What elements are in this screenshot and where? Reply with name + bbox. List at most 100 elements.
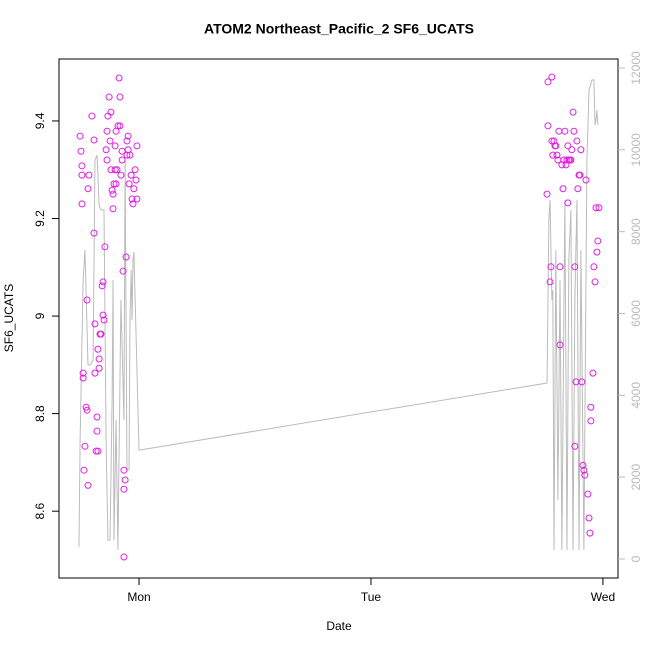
data-point [103,156,111,164]
chart-title: ATOM2 Northeast_Pacific_2 SF6_UCATS [204,21,474,37]
data-point [571,263,579,271]
data-point [573,137,581,145]
data-point [585,514,593,522]
data-point [564,142,572,150]
data-point [82,403,90,411]
y2-tick-label: 2000 [629,463,643,490]
data-point [108,186,116,194]
data-point [547,263,555,271]
x-axis-label: Date [326,619,352,633]
data-point [93,427,101,435]
y-tick-label: 9.4 [33,112,47,129]
data-point [590,263,598,271]
y2-tick-label: 8000 [629,218,643,245]
data-point [548,137,556,145]
data-point [580,466,588,474]
data-point [121,476,129,484]
data-point [80,466,88,474]
data-point [543,190,551,198]
y2-tick-label: 6000 [629,300,643,327]
data-point [548,73,556,81]
data-point [586,529,594,537]
data-point [577,146,585,154]
y2-tick-label: 0 [629,555,643,562]
data-point [120,466,128,474]
data-point [109,190,117,198]
data-point [120,553,128,561]
data-point [83,406,91,414]
data-point [592,204,600,212]
data-point [559,185,567,193]
data-point [78,200,86,208]
data-point [544,78,552,86]
data-point [546,278,554,286]
data-point [102,146,110,154]
data-point [582,176,590,184]
data-point [122,253,130,261]
y2-tick-label: 12000 [629,51,643,85]
data-point [584,490,592,498]
data-point [97,330,105,338]
data-point [79,374,87,382]
data-point [132,176,140,184]
data-point [84,481,92,489]
data-point [578,378,586,386]
data-point [118,156,126,164]
data-point [105,93,113,101]
data-point [85,171,93,179]
data-point [106,137,114,145]
data-point [95,355,103,363]
data-point [574,185,582,193]
data-point [130,185,138,193]
plot-frame [58,58,619,579]
data-point [95,364,103,372]
data-point [83,296,91,304]
data-point [117,171,125,179]
data-point [92,447,100,455]
y-tick-label: 9 [33,312,47,319]
y-tick-label: 8.6 [33,503,47,520]
x-tick-label: Wed [591,590,615,604]
data-point [119,267,127,275]
data-point [544,122,552,130]
data-point [114,122,122,130]
data-point [133,142,141,150]
data-point [94,345,102,353]
data-point [90,229,98,237]
data-point [120,485,128,493]
data-point [112,180,120,188]
data-point [589,369,597,377]
data-point [564,199,572,207]
data-point [127,171,135,179]
x-tick-label: Tue [361,590,382,604]
data-point [116,122,124,130]
data-point [84,185,92,193]
data-point [552,142,560,150]
y-tick-label: 9.2 [33,210,47,227]
data-point [128,195,136,203]
data-point [561,127,569,135]
y2-tick-label: 10000 [629,133,643,167]
data-point [100,316,108,324]
data-point [568,146,576,154]
data-point [595,204,603,212]
data-point [78,171,86,179]
data-point [570,127,578,135]
data-point [113,166,121,174]
data-point [88,112,96,120]
data-point [94,447,102,455]
data-point [81,442,89,450]
data-point [591,278,599,286]
data-point [581,471,589,479]
data-point [99,311,107,319]
y-axis-label: SF6_UCATS [2,284,16,352]
data-point [90,136,98,144]
data-point [129,200,137,208]
data-point [76,132,84,140]
y-tick-label: 8.8 [33,405,47,422]
data-point [116,93,124,101]
data-point [594,237,602,245]
data-point [556,263,564,271]
